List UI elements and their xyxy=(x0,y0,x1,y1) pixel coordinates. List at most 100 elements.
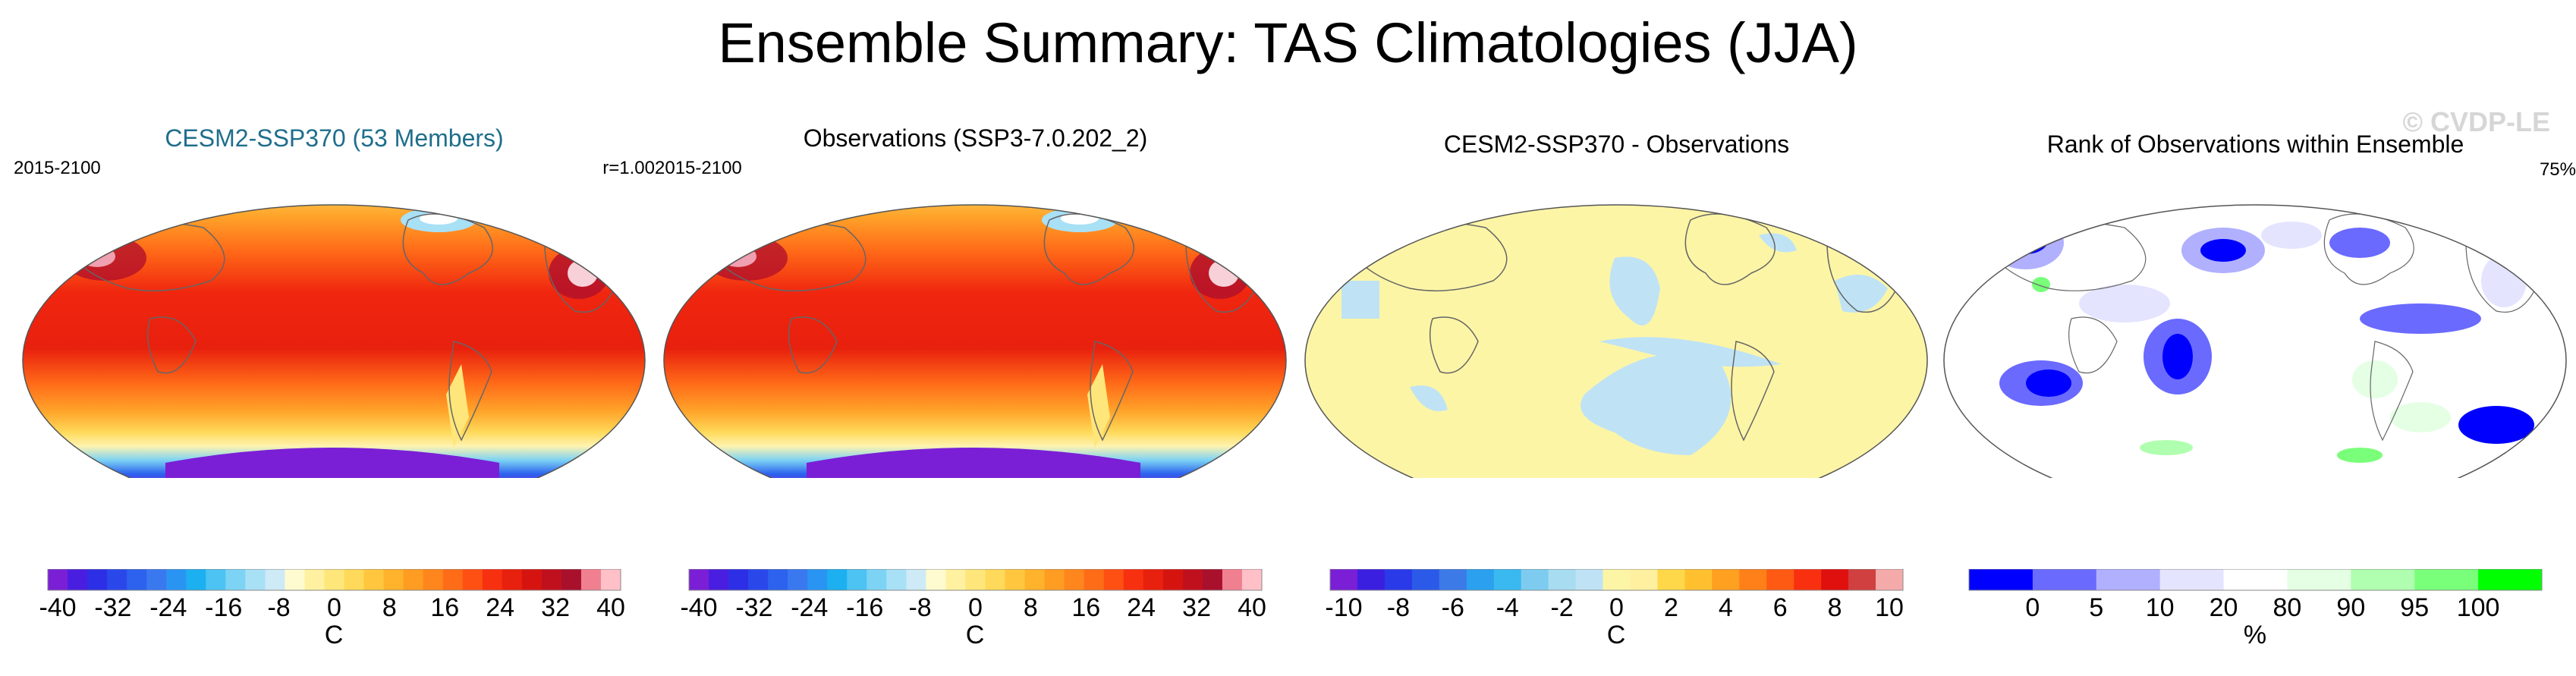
colorbar-swatch xyxy=(1182,569,1203,590)
colorbar-swatch xyxy=(1005,569,1026,590)
colorbar-swatch xyxy=(788,569,808,590)
colorbar-swatch xyxy=(1969,569,2033,590)
colorbar-unit-label: C xyxy=(1607,621,1626,649)
colorbar-tick-label: 40 xyxy=(596,593,625,622)
colorbar-tick-label: 16 xyxy=(430,593,459,622)
colorbar-swatch xyxy=(1439,569,1467,590)
colorbar-swatch xyxy=(1064,569,1085,590)
colorbar-swatch xyxy=(363,569,385,590)
rank-summary-label: 75% xyxy=(2539,159,2576,180)
colorbar-swatch xyxy=(768,569,788,590)
colorbar-swatch xyxy=(807,569,828,590)
colorbar-tick-label: 2 xyxy=(1664,593,1678,622)
colorbar-swatch xyxy=(442,569,464,590)
colorbar-swatch xyxy=(945,569,966,590)
colorbar-tick-label: 80 xyxy=(2273,593,2302,622)
colorbar-swatch xyxy=(1024,569,1046,590)
colorbar-tick-label: 4 xyxy=(1719,593,1733,622)
colorbar-tick-label: -32 xyxy=(735,593,772,622)
colorbar: 0 5 10 20 80 90 95 100% xyxy=(1968,569,2543,649)
colorbar-swatch xyxy=(324,569,345,590)
colorbar-tick-label: 0 xyxy=(327,593,341,622)
colorbar-tick-label: 32 xyxy=(541,593,570,622)
colorbar-swatch xyxy=(728,569,749,590)
panel-title: CESM2-SSP370 (53 Members) xyxy=(165,124,504,152)
colorbar-swatch xyxy=(1712,569,1740,590)
colorbar-swatch xyxy=(1357,569,1386,590)
panel-ensemble: CESM2-SSP370 (53 Members) 2015-2100 r=1.… xyxy=(14,114,655,660)
colorbar-swatch xyxy=(1603,569,1631,590)
colorbar-tick-label: 32 xyxy=(1182,593,1211,622)
watermark: © CVDP-LE xyxy=(2402,106,2550,137)
panel-title: Observations (SSP3-7.0.202_2) xyxy=(803,124,1148,152)
colorbar-swatch xyxy=(1821,569,1849,590)
panel-rank: Rank of Observations within Ensemble 75% xyxy=(1935,114,2576,660)
colorbar-swatch xyxy=(541,569,562,590)
colorbar-swatch xyxy=(2096,569,2161,590)
colorbar-swatch xyxy=(1521,569,1549,590)
colorbar-tick-label: -8 xyxy=(1387,593,1410,622)
colorbar-tick-label: 0 xyxy=(968,593,983,622)
colorbar-swatch xyxy=(166,569,187,590)
colorbar-swatch xyxy=(1657,569,1685,590)
colorbar-tick-label: 10 xyxy=(1875,593,1904,622)
colorbar-swatch xyxy=(926,569,946,590)
panel-observations: Observations (SSP3-7.0.202_2) 2015-2100 … xyxy=(655,114,1296,660)
colorbar-tick-label: -40 xyxy=(680,593,717,622)
colorbar-tick-label: 6 xyxy=(1773,593,1788,622)
colorbar-swatch xyxy=(1575,569,1604,590)
colorbar-swatch xyxy=(1084,569,1105,590)
colorbar-swatch xyxy=(2223,569,2288,590)
colorbar-swatch xyxy=(87,569,108,590)
colorbar-tick-label: 40 xyxy=(1238,593,1266,622)
colorbar-tick-label: -8 xyxy=(267,593,290,622)
correlation-label: r=1.00 xyxy=(602,158,655,178)
colorbar-swatch xyxy=(48,569,68,590)
colorbar-tick-label: 5 xyxy=(2089,593,2103,622)
colorbar-tick-label: -6 xyxy=(1442,593,1464,622)
colorbar-swatch xyxy=(600,569,621,590)
colorbar-swatch xyxy=(689,569,709,590)
temperature-map xyxy=(663,204,1287,478)
colorbar-swatch xyxy=(1384,569,1413,590)
colorbar-tick-label: 95 xyxy=(2400,593,2429,622)
colorbar-tick-label: 24 xyxy=(1127,593,1156,622)
colorbar-tick-label: -24 xyxy=(149,593,187,622)
colorbar-swatch xyxy=(1330,569,1358,590)
colorbar-swatch xyxy=(1123,569,1144,590)
colorbar-unit-label: C xyxy=(325,621,344,649)
colorbar-swatch xyxy=(265,569,285,590)
colorbar-tick-label: 90 xyxy=(2336,593,2365,622)
difference-map xyxy=(1304,204,1928,478)
colorbar-swatch xyxy=(186,569,206,590)
colorbar-swatch xyxy=(1241,569,1263,590)
colorbar-swatch xyxy=(580,569,602,590)
colorbar-swatch xyxy=(867,569,887,590)
colorbar-swatch xyxy=(1739,569,1767,590)
colorbar-swatch xyxy=(423,569,444,590)
colorbar-tick-label: 16 xyxy=(1071,593,1100,622)
colorbar-swatch xyxy=(245,569,266,590)
period-label: 2015-2100 xyxy=(655,158,742,178)
colorbar-swatch xyxy=(1466,569,1495,590)
colorbar-tick-label: 0 xyxy=(2025,593,2040,622)
colorbar-swatch xyxy=(482,569,503,590)
colorbar-swatch xyxy=(1548,569,1577,590)
colorbar-tick-label: -4 xyxy=(1496,593,1519,622)
colorbar: -40 -32 -24 -16 -8 0 8 16 24 32 40 C xyxy=(39,569,625,649)
colorbar-swatch xyxy=(2287,569,2351,590)
colorbar-frame xyxy=(688,569,1263,591)
colorbar-tick-label: -32 xyxy=(94,593,131,622)
colorbar-unit-label: C xyxy=(966,621,985,649)
panel-title: CESM2-SSP370 - Observations xyxy=(1443,130,1790,158)
colorbar-swatch xyxy=(1848,569,1876,590)
colorbar-tick-label: 24 xyxy=(486,593,514,622)
colorbar-tick-label: 100 xyxy=(2457,593,2500,622)
colorbar-swatch xyxy=(304,569,325,590)
colorbar-swatch xyxy=(1794,569,1822,590)
colorbar-swatch xyxy=(1411,569,1440,590)
colorbar-frame xyxy=(1968,569,2543,591)
colorbar-tick-label: -16 xyxy=(205,593,242,622)
colorbar-swatch xyxy=(2159,569,2225,590)
colorbar-tick-label: 8 xyxy=(382,593,397,622)
